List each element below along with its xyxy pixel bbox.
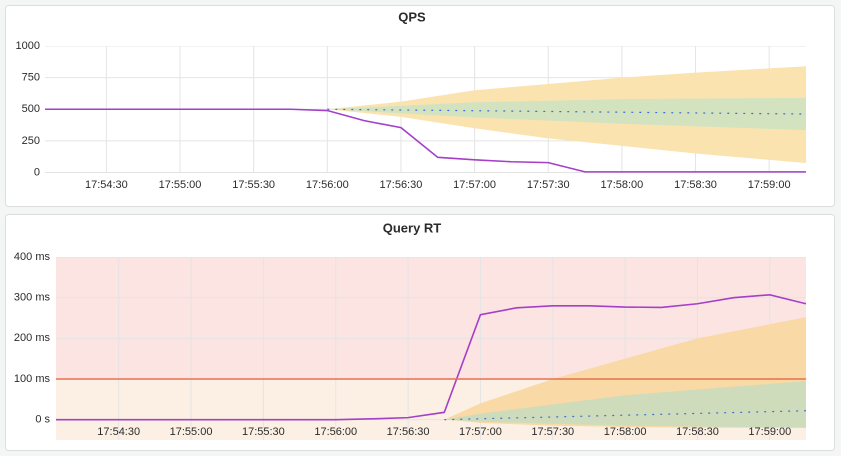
plot-area — [45, 46, 806, 173]
x-tick-label: 17:57:00 — [453, 179, 496, 191]
panel-title: Query RT — [383, 220, 442, 235]
forecast-band — [327, 97, 806, 131]
forecast-band — [444, 381, 806, 428]
x-tick-label: 17:57:00 — [459, 426, 502, 438]
x-tick-label: 17:56:30 — [380, 179, 423, 191]
y-tick-label: 100 ms — [14, 373, 51, 385]
x-tick-label: 17:57:30 — [531, 426, 574, 438]
y-tick-label: 0 s — [35, 414, 50, 426]
x-tick-label: 17:58:30 — [676, 426, 719, 438]
x-tick-label: 17:54:30 — [97, 426, 140, 438]
x-tick-label: 17:55:30 — [242, 426, 285, 438]
series-line — [56, 294, 806, 421]
x-tick-label: 17:56:00 — [314, 426, 357, 438]
axis-labels: 17:54:30 17:55:00 17:55:30 17:56:00 17:56:30… — [14, 40, 791, 438]
y-tick-label: 500 — [22, 103, 40, 115]
x-tick-label: 17:59:00 — [748, 426, 791, 438]
x-tick-label: 17:54:30 — [85, 179, 128, 191]
y-tick-label: 300 ms — [14, 292, 51, 304]
x-tick-label: 17:56:00 — [306, 179, 349, 191]
y-tick-label: 1000 — [16, 40, 40, 52]
x-tick-label: 17:57:30 — [527, 179, 570, 191]
panel-title: QPS — [398, 9, 426, 24]
x-tick-label: 17:58:30 — [674, 179, 717, 191]
x-tick-label: 17:55:30 — [232, 179, 275, 191]
x-tick-label: 17:55:00 — [159, 179, 202, 191]
x-tick-label: 17:58:00 — [600, 179, 643, 191]
x-tick-label: 17:58:00 — [604, 426, 647, 438]
y-tick-label: 400 ms — [14, 251, 51, 263]
y-tick-label: 200 ms — [14, 332, 51, 344]
x-tick-label: 17:56:30 — [387, 426, 430, 438]
plot-area — [56, 257, 806, 440]
x-tick-label: 17:59:00 — [748, 179, 791, 191]
series-line — [45, 108, 806, 173]
x-tick-label: 17:55:00 — [170, 426, 213, 438]
y-tick-label: 250 — [22, 135, 40, 147]
y-tick-label: 0 — [34, 166, 40, 178]
y-tick-label: 750 — [22, 72, 40, 84]
